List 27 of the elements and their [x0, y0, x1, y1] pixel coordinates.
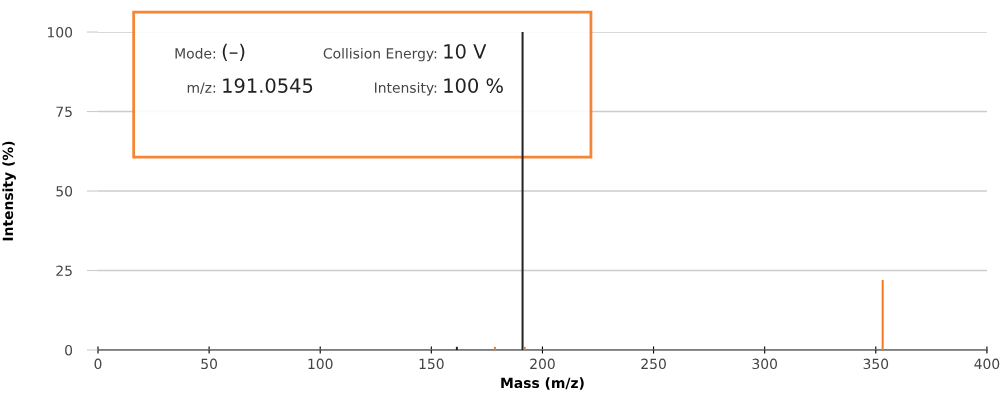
y-tick-label: 0 — [65, 344, 73, 356]
y-axis-title: Intensity (%) — [2, 141, 16, 241]
annotation: 10 V — [444, 44, 487, 59]
x-tick-label: 100 — [308, 358, 333, 370]
annotation: Mode: — [175, 47, 216, 59]
y-tick-label: 100 — [48, 27, 73, 38]
bar — [493, 346, 496, 351]
annotation: (–) — [222, 43, 245, 61]
x-tick-label: 400 — [974, 358, 1000, 370]
annotation: 100 % — [444, 78, 503, 93]
x-tick-label: 150 — [419, 358, 444, 370]
y-tick-label: 25 — [56, 265, 72, 276]
bar — [881, 280, 884, 351]
x-tick-label: 0 — [94, 358, 102, 370]
annotation: m/z: — [187, 82, 216, 94]
x-tick-label: 250 — [641, 358, 666, 370]
x-tick-label: 50 — [201, 358, 218, 370]
annotation: Intensity: — [375, 82, 437, 96]
x-tick-label: 350 — [863, 358, 889, 370]
bar — [523, 346, 526, 351]
x-axis-title: Mass (m/z) — [501, 377, 584, 390]
x-tick-label: 300 — [752, 358, 778, 370]
y-tick-label: 75 — [56, 106, 72, 117]
annotation: Collision Energy: — [323, 47, 437, 62]
x-tick-label: 200 — [530, 358, 555, 370]
y-tick-label: 50 — [56, 185, 73, 197]
annotation: 191.0545 — [223, 78, 313, 93]
